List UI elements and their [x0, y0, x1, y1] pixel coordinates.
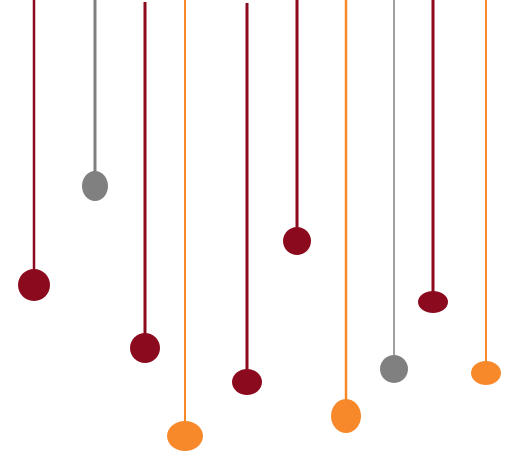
- pendant-ball: [380, 355, 408, 383]
- pendant-ball: [471, 361, 501, 385]
- pendant-3: [130, 2, 160, 363]
- pendant-9: [418, 0, 448, 313]
- pendant-10: [471, 0, 501, 385]
- pendant-ball: [18, 269, 50, 301]
- pendant-ball: [283, 227, 311, 255]
- pendant-8: [380, 0, 408, 383]
- pendant-ball: [418, 291, 448, 313]
- pendant-ball: [82, 171, 108, 201]
- pendant-ball: [232, 369, 262, 395]
- pendant-4: [167, 0, 203, 451]
- pendant-5: [232, 3, 262, 395]
- pendant-ball: [331, 399, 361, 433]
- pendant-ball: [167, 421, 203, 451]
- pendant-7: [331, 0, 361, 433]
- pendant-2: [82, 0, 108, 201]
- pendant-ball: [130, 333, 160, 363]
- pendant-1: [18, 0, 50, 301]
- pendant-6: [283, 0, 311, 255]
